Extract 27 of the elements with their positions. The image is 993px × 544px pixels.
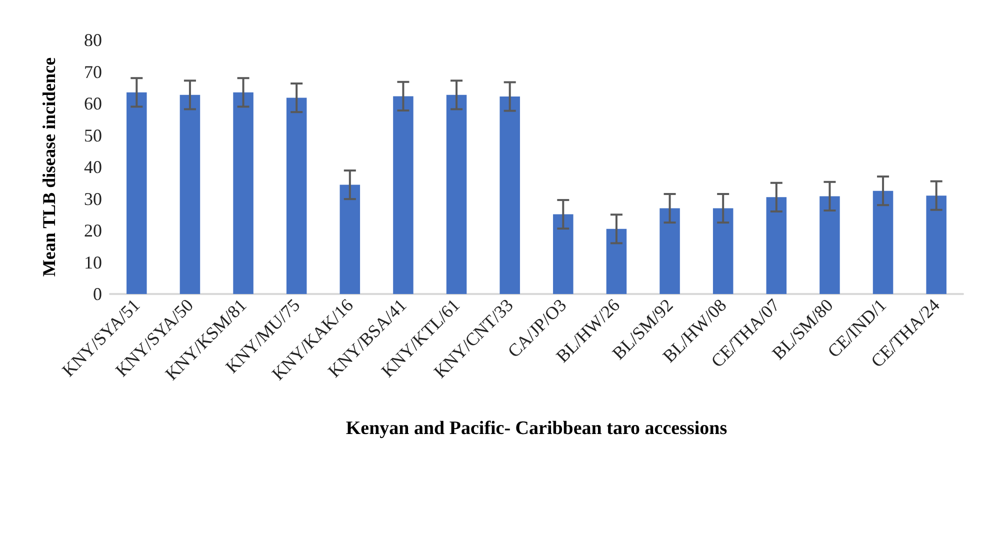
- bar: [286, 98, 307, 294]
- x-axis-title: Kenyan and Pacific- Caribbean taro accessions: [346, 418, 728, 439]
- y-tick-label: 0: [93, 284, 102, 304]
- bar: [180, 94, 200, 294]
- bar: [340, 184, 360, 294]
- y-tick-label: 20: [84, 220, 102, 240]
- bar: [553, 214, 574, 294]
- bar: [606, 228, 627, 294]
- bar: [712, 208, 734, 294]
- y-tick-label: 50: [84, 125, 102, 146]
- bar: [926, 196, 946, 294]
- y-tick-label: 40: [84, 157, 102, 177]
- bar: [872, 190, 894, 294]
- bar: [820, 196, 840, 294]
- bar: [660, 208, 680, 294]
- y-tick-label: 10: [84, 252, 102, 272]
- bar: [393, 96, 414, 294]
- bar: [126, 92, 147, 294]
- bar: [500, 96, 520, 294]
- y-tick-label: 80: [84, 30, 102, 50]
- y-tick-label: 30: [84, 188, 102, 209]
- y-axis-title: Mean TLB disease incidence: [39, 57, 59, 277]
- y-tick-label: 70: [84, 62, 102, 82]
- bar: [766, 197, 787, 294]
- bar: [446, 94, 467, 294]
- bar: [233, 92, 254, 294]
- y-tick-label: 60: [84, 94, 102, 114]
